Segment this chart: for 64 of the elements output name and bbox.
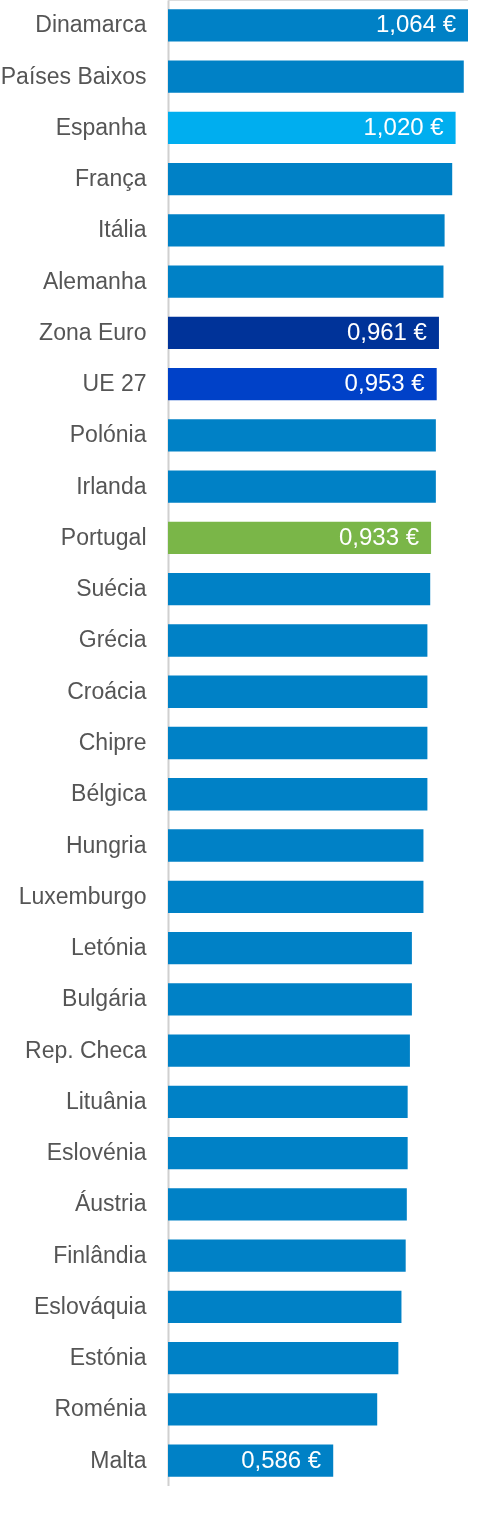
y-tick-label: Croácia <box>67 677 147 704</box>
bar <box>168 983 412 1016</box>
y-tick-label: Portugal <box>60 523 147 550</box>
y-tick-label: Polónia <box>69 421 147 448</box>
y-tick-label: Países Baixos <box>0 62 147 89</box>
bar <box>168 624 428 657</box>
bar <box>168 9 468 42</box>
bar <box>168 1239 406 1272</box>
bar <box>168 60 464 93</box>
bar <box>168 470 436 503</box>
bar <box>168 675 428 708</box>
y-tick-label: Grécia <box>78 626 147 653</box>
y-tick-label: Rep. Checa <box>25 1036 147 1063</box>
y-tick-label: Roménia <box>54 1395 147 1422</box>
y-tick-label: Malta <box>90 1446 147 1473</box>
bar <box>168 163 453 196</box>
y-tick-label: Eslovénia <box>46 1139 147 1166</box>
bar <box>168 931 412 965</box>
y-tick-label: Alemanha <box>42 267 147 294</box>
bar <box>168 1085 408 1118</box>
bar <box>168 829 424 862</box>
y-tick-label: Irlanda <box>76 472 147 499</box>
y-tick-label: Bulgária <box>62 985 147 1012</box>
bar <box>168 1188 407 1221</box>
bar <box>168 1444 334 1477</box>
y-tick-label: Espanha <box>55 113 147 140</box>
data-label: 0,933 € <box>338 522 420 550</box>
data-label: 1,020 € <box>363 112 445 140</box>
y-tick-label: Zona Euro <box>39 318 147 345</box>
bar <box>168 726 428 760</box>
y-tick-label: Suécia <box>76 575 147 602</box>
bar <box>168 778 428 811</box>
bar <box>168 1290 402 1323</box>
bar <box>168 573 431 606</box>
bar <box>168 1341 399 1375</box>
y-tick-label: França <box>74 165 147 192</box>
bar <box>168 1136 408 1170</box>
bar <box>168 265 444 298</box>
y-tick-label: Bélgica <box>71 780 147 807</box>
data-label: 0,961 € <box>346 317 428 345</box>
bar <box>168 214 445 247</box>
y-tick-label: Luxemburgo <box>18 882 147 909</box>
bar <box>168 111 456 145</box>
y-tick-label: Estónia <box>69 1344 147 1371</box>
y-tick-label: UE 27 <box>82 370 147 397</box>
bar <box>168 419 436 452</box>
y-tick-label: Letónia <box>71 934 147 961</box>
bar <box>168 368 437 401</box>
bar <box>168 880 424 913</box>
bar <box>168 316 439 350</box>
y-tick-label: Itália <box>97 216 147 243</box>
y-tick-label: Lituânia <box>65 1087 147 1114</box>
data-label: 0,586 € <box>241 1445 322 1473</box>
y-tick-label: Finlândia <box>53 1241 147 1268</box>
data-label: 0,953 € <box>344 369 426 397</box>
bar <box>168 1393 378 1426</box>
bar <box>168 1034 410 1067</box>
data-label: 1,064 € <box>375 10 457 38</box>
y-tick-label: Áustria <box>74 1190 147 1217</box>
y-tick-label: Dinamarca <box>35 11 147 38</box>
bar <box>168 521 432 555</box>
y-tick-label: Chipre <box>78 729 147 755</box>
y-tick-label: Hungria <box>65 831 147 858</box>
y-tick-label: Eslováquia <box>33 1292 147 1319</box>
